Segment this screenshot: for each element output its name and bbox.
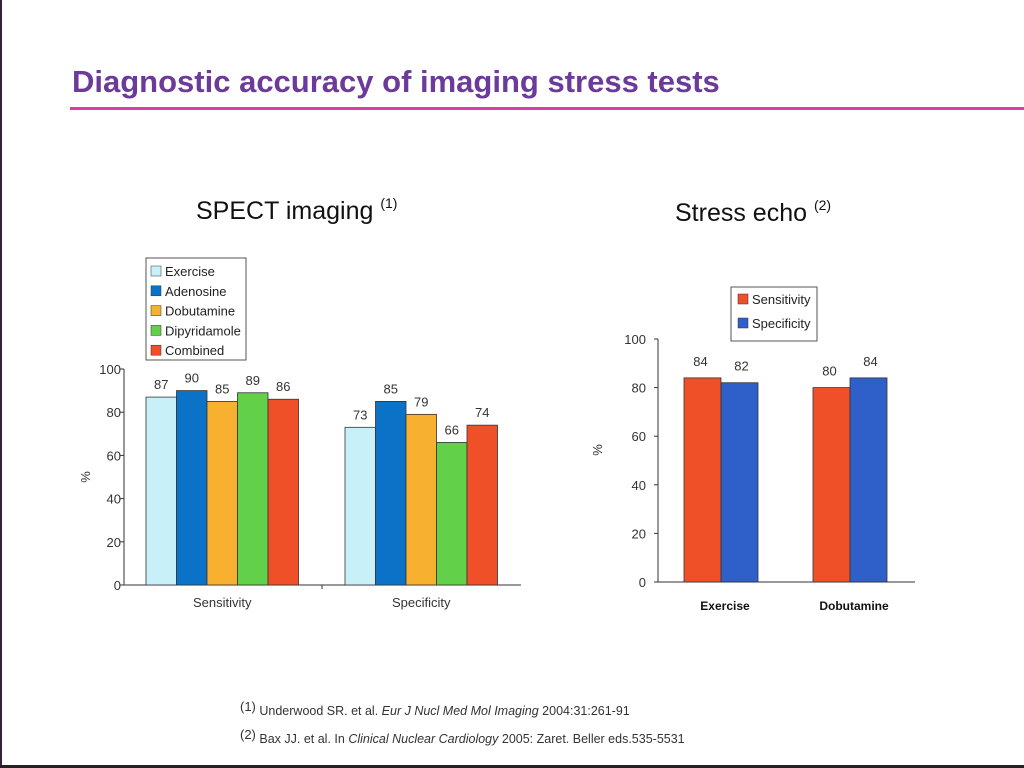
y-tick-label: 80	[107, 405, 121, 420]
y-tick-label: 80	[632, 381, 646, 396]
spect-chart: 0 20 40 60 80 100% 87 90 85 89 86 Sensitivity 73 85 79…	[78, 257, 521, 610]
y-tick-label: 40	[632, 478, 646, 493]
echo-chart: 0 20 40 60 80 100% 84 82 Exercise 80 84 Dobutamine S…	[590, 286, 915, 613]
bar-value-label: 74	[475, 405, 489, 420]
y-tick-label: 100	[624, 332, 646, 347]
bar-value-label: 85	[215, 381, 229, 396]
legend-label: Exercise	[165, 264, 215, 279]
bar	[237, 392, 269, 586]
bar	[436, 442, 468, 586]
y-tick-label: 60	[107, 448, 121, 463]
reference-2-marker: (2)	[240, 727, 256, 742]
bar	[344, 426, 376, 586]
legend-swatch	[150, 344, 162, 356]
bar	[375, 400, 407, 586]
title-underline	[70, 107, 1024, 110]
bar-value-label: 80	[822, 364, 836, 379]
legend-box	[145, 257, 247, 361]
echo-subtitle: Stress echo (2)	[675, 197, 832, 228]
legend-swatch	[150, 265, 162, 277]
y-tick-label: 100	[99, 362, 121, 377]
reference-1-marker: (1)	[240, 699, 256, 714]
y-tick-label: 40	[107, 492, 121, 507]
legend-swatch	[737, 293, 749, 305]
bar	[405, 413, 437, 586]
spect-ref-marker: (1)	[380, 195, 398, 211]
echo-ref-marker: (2)	[813, 197, 832, 213]
bar-value-label: 85	[384, 381, 398, 396]
bar	[206, 400, 238, 586]
bar	[720, 382, 759, 583]
legend-swatch	[150, 305, 162, 316]
legend-label: Combined	[165, 343, 224, 358]
legend-swatch	[150, 325, 162, 336]
category-label: Exercise	[700, 599, 750, 613]
bar	[176, 390, 208, 586]
bar	[812, 387, 851, 583]
legend-label: Dipyridamole	[165, 323, 241, 338]
bar	[683, 377, 722, 583]
bar-value-label: 89	[246, 373, 260, 388]
y-tick-label: 20	[632, 526, 646, 541]
legend-label: Sensitivity	[752, 292, 811, 307]
bar-value-label: 90	[185, 371, 199, 386]
slide-bottom-border	[0, 765, 1024, 768]
bar-value-label: 66	[445, 422, 459, 437]
slide-title: Diagnostic accuracy of imaging stress te…	[72, 64, 720, 99]
reference-1-authors: Underwood SR. et al.	[259, 704, 379, 718]
echo-subtitle-text: Stress echo	[675, 199, 808, 227]
reference-2: (2) Bax JJ. et al. In Clinical Nuclear C…	[240, 727, 685, 746]
bar-value-label: 82	[734, 359, 748, 374]
bar-value-label: 86	[276, 379, 290, 394]
legend-label: Dobutamine	[165, 304, 235, 319]
legend-label: Adenosine	[165, 284, 226, 299]
reference-1-journal: Eur J Nucl Med Mol Imaging	[381, 704, 539, 718]
category-label: Sensitivity	[193, 595, 252, 610]
y-tick-label: 0	[114, 578, 121, 593]
bar-value-label: 84	[863, 354, 877, 369]
y-tick-label: 20	[107, 535, 121, 550]
reference-2-journal: Clinical Nuclear Cardiology	[348, 732, 499, 746]
slide-left-border	[0, 0, 2, 768]
bar	[466, 424, 498, 586]
bar-value-label: 73	[353, 407, 367, 422]
bar-value-label: 79	[414, 394, 428, 409]
bar	[849, 377, 888, 583]
y-axis-label: %	[590, 444, 605, 456]
category-label: Dobutamine	[819, 599, 889, 613]
bar	[145, 396, 177, 586]
reference-2-authors: Bax JJ. et al. In	[259, 732, 345, 746]
bar-value-label: 84	[693, 354, 707, 369]
y-axis-label: %	[78, 471, 93, 483]
y-tick-label: 60	[632, 429, 646, 444]
spect-subtitle-text: SPECT imaging	[196, 197, 374, 225]
bar-value-label: 87	[154, 377, 168, 392]
bar	[267, 398, 299, 586]
legend-swatch	[737, 317, 749, 329]
reference-1-details: 2004:31:261-91	[542, 704, 630, 718]
category-label: Specificity	[392, 595, 451, 610]
legend-label: Specificity	[752, 316, 811, 331]
reference-1: (1) Underwood SR. et al. Eur J Nucl Med …	[240, 699, 630, 718]
legend-swatch	[150, 285, 162, 297]
spect-subtitle: SPECT imaging (1)	[196, 195, 398, 226]
reference-2-details: 2005: Zaret. Beller eds.535-5531	[501, 732, 685, 746]
y-tick-label: 0	[639, 575, 646, 590]
